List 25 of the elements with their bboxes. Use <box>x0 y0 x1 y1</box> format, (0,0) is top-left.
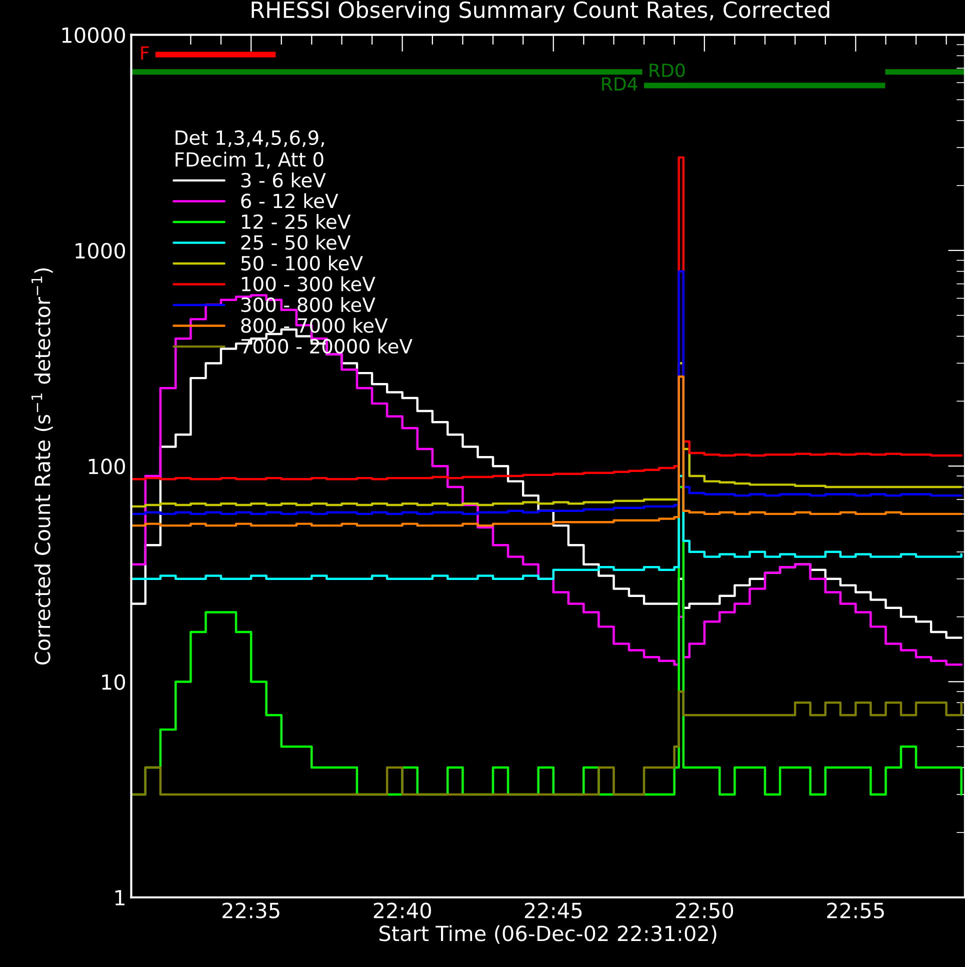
legend-title: Det 1,3,4,5,6,9, FDecim 1, Att 0 <box>176 130 324 169</box>
legend-label: 12 - 25 keV <box>242 214 351 230</box>
legend-label: 3 - 6 keV <box>241 172 326 188</box>
legend-label: 25 - 50 keV <box>241 234 351 250</box>
y-tick-label: 1 <box>115 890 124 906</box>
legend-label: 300 - 800 keV <box>241 297 376 312</box>
x-tick-label: 22:55 <box>827 902 884 918</box>
x-tick-label: 22:35 <box>222 902 280 918</box>
x-tick-label: 22:40 <box>374 902 431 918</box>
legend-label: 800 - 7000 keV <box>241 318 388 333</box>
y-tick-label: 1000 <box>76 242 125 259</box>
y-axis-title: Corrected Count Rate (s$^{−1}$ detector$^{−1}$) <box>31 268 53 665</box>
series-label: RD0 <box>650 63 685 78</box>
legend-label: 6 - 12 keV <box>241 193 338 208</box>
y-tick-label: 10 <box>102 674 125 690</box>
y-tick-label: 100 <box>88 458 125 474</box>
series-label: F <box>141 46 149 60</box>
legend-label: 50 - 100 keV <box>241 256 363 271</box>
chart-title: RHESSI Observing Summary Count Rates, Corrected <box>252 0 830 22</box>
x-axis-title: Start Time (06-Dec-02 22:31:02) <box>380 925 716 944</box>
y-tick-label: 10000 <box>62 27 125 44</box>
x-tick-label: 22:50 <box>676 902 734 918</box>
series-label: RD4 <box>602 77 638 90</box>
legend-label: 100 - 300 keV <box>242 276 376 292</box>
x-tick-label: 22:45 <box>524 902 582 918</box>
